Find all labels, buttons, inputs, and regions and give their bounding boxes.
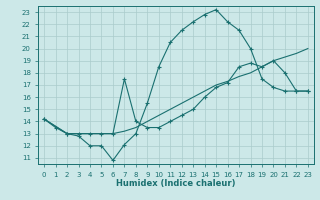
- X-axis label: Humidex (Indice chaleur): Humidex (Indice chaleur): [116, 179, 236, 188]
